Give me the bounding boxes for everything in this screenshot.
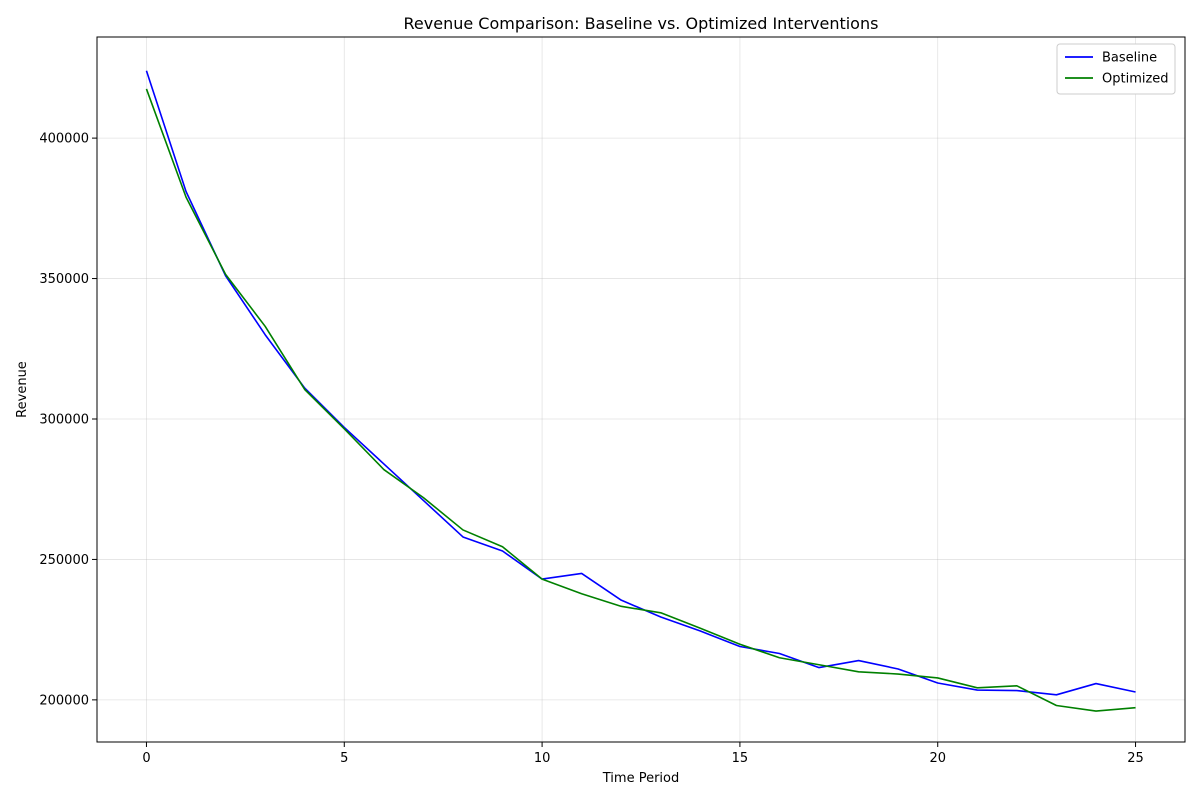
legend: Baseline Optimized <box>1056 43 1176 95</box>
x-tick-label: 20 <box>929 751 946 766</box>
y-tick-label: 300000 <box>39 412 89 427</box>
legend-label: Optimized <box>1102 72 1169 87</box>
series-line-baseline <box>145 70 1136 696</box>
x-tick-label: 25 <box>1127 751 1144 766</box>
series-line-optimized <box>145 88 1136 712</box>
legend-label: Baseline <box>1102 51 1157 66</box>
x-tick-label: 10 <box>534 751 551 766</box>
y-tick-label: 350000 <box>39 272 89 287</box>
y-tick-label: 400000 <box>39 132 89 147</box>
y-tick-label: 200000 <box>39 693 89 708</box>
chart-title: Revenue Comparison: Baseline vs. Optimiz… <box>404 14 879 33</box>
y-axis-label: Revenue <box>15 361 30 418</box>
x-axis-ticks: 0 5 10 15 20 25 <box>142 742 1144 766</box>
y-axis-ticks: 200000 250000 300000 350000 400000 <box>39 132 97 708</box>
grid-lines <box>97 37 1185 742</box>
series-lines <box>145 70 1136 712</box>
legend-item-baseline: Baseline <box>1065 51 1157 66</box>
y-tick-label: 250000 <box>39 553 89 568</box>
plot-frame <box>96 36 1186 743</box>
legend-item-optimized: Optimized <box>1065 72 1169 87</box>
x-tick-label: 15 <box>732 751 749 766</box>
x-tick-label: 0 <box>142 751 150 766</box>
x-tick-label: 5 <box>340 751 348 766</box>
x-axis-label: Time Period <box>602 771 679 786</box>
